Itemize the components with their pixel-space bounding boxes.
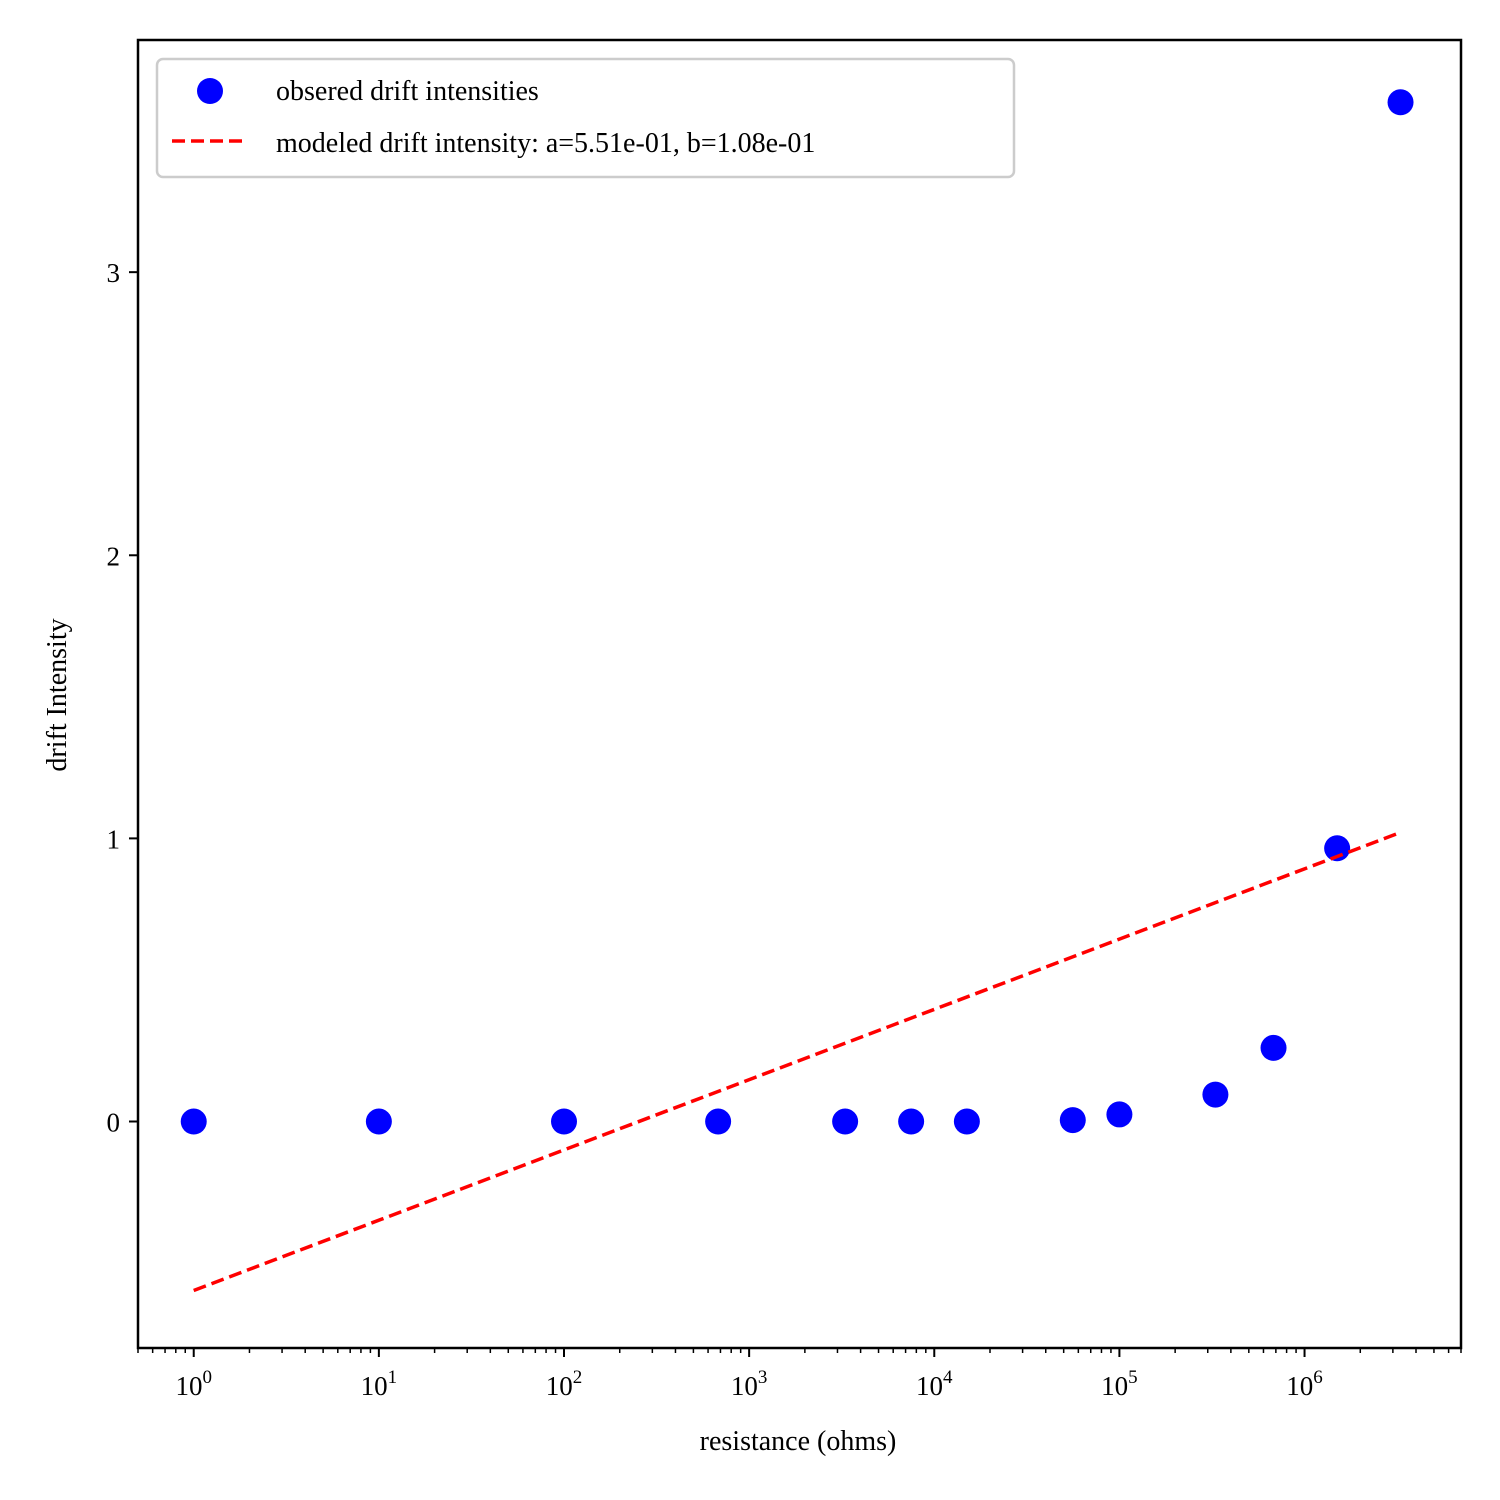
legend-marker-observed (197, 78, 223, 104)
y-tick-label: 0 (107, 1108, 121, 1138)
data-point (1387, 89, 1414, 116)
plot-series (180, 89, 1414, 1293)
legend-box (155, 57, 1016, 179)
data-point (1202, 1081, 1229, 1108)
data-point (365, 1108, 392, 1135)
legend-label-observed: obsered drift intensities (276, 76, 539, 107)
x-tick-label: 100 (175, 1367, 212, 1401)
x-tick-label: 106 (1286, 1367, 1323, 1401)
data-point (1324, 835, 1351, 862)
data-point (1260, 1034, 1287, 1061)
x-tick-label: 101 (361, 1367, 398, 1401)
data-point (953, 1108, 980, 1135)
data-point (705, 1108, 732, 1135)
data-point (551, 1108, 578, 1135)
legend-label-modeled: modeled drift intensity: a=5.51e-01, b=1… (276, 128, 815, 159)
y-tick-label: 2 (107, 541, 121, 571)
y-tick-label: 1 (107, 824, 121, 854)
x-tick-label: 103 (731, 1367, 768, 1401)
x-axis-label: resistance (ohms) (700, 1426, 897, 1457)
plot-frame (136, 38, 1463, 1350)
x-tick-label: 104 (916, 1367, 953, 1401)
data-point (832, 1108, 859, 1135)
legend: obsered drift intensities modeled drift … (155, 57, 1016, 179)
model-line (193, 830, 1402, 1293)
data-point (180, 1108, 207, 1135)
y-tick-label: 3 (107, 258, 121, 288)
x-tick-label: 102 (546, 1367, 583, 1401)
data-point (1106, 1101, 1133, 1128)
data-point (898, 1108, 925, 1135)
axis-ticks: 0 1 2 3 100 101 102 103 104 105 106 (107, 258, 1462, 1401)
y-axis-label: drift Intensity (42, 618, 73, 771)
data-point (1059, 1107, 1086, 1134)
x-tick-label: 105 (1101, 1367, 1138, 1401)
